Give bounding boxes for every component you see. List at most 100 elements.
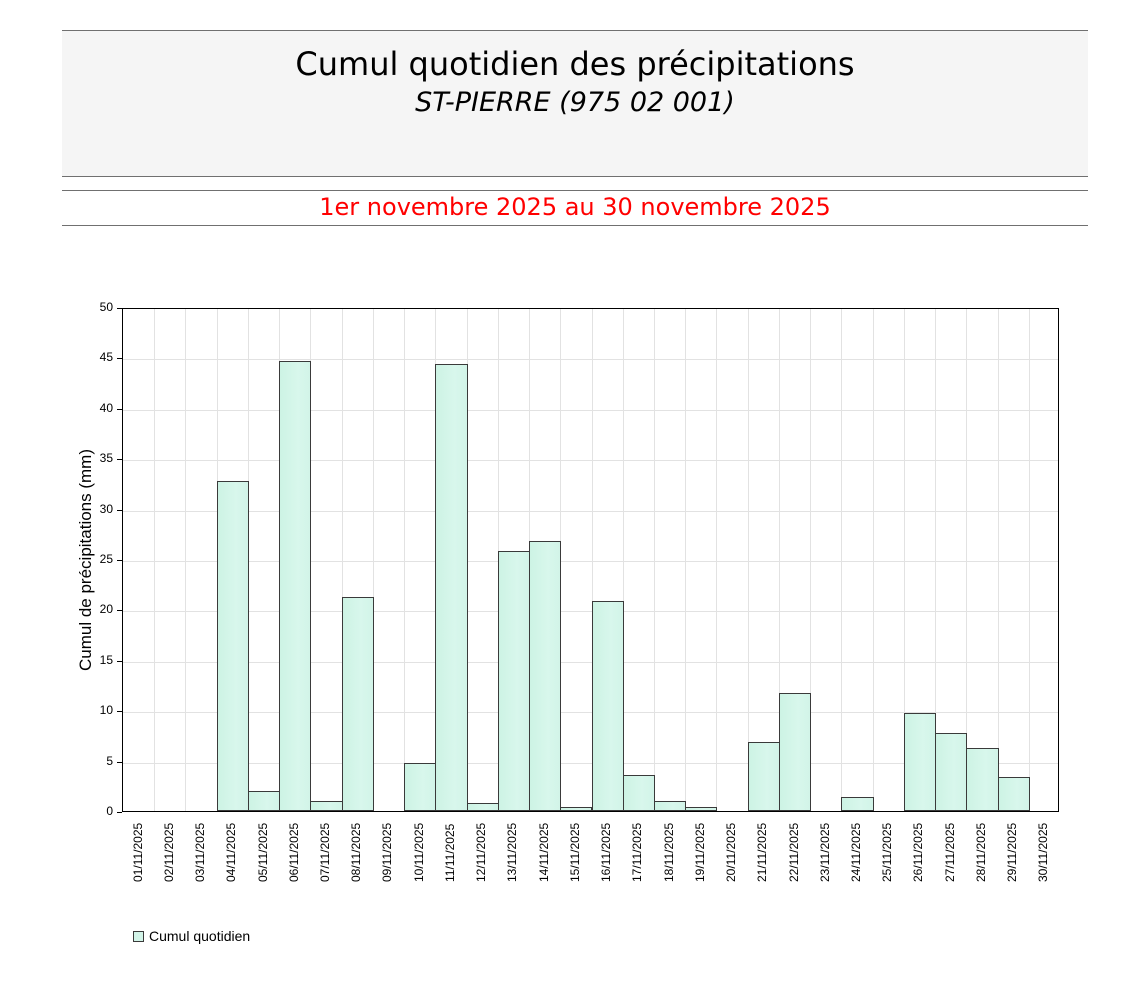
bar-12/11/2025 bbox=[466, 802, 499, 811]
y-tick-label: 50 bbox=[99, 300, 113, 314]
y-tick-label: 10 bbox=[99, 703, 113, 718]
bar-22/11/2025 bbox=[778, 693, 812, 811]
x-tick-label: 10/11/2025 bbox=[411, 822, 426, 882]
x-tick-label: 14/11/2025 bbox=[536, 822, 551, 882]
bar-14/11/2025 bbox=[529, 540, 562, 811]
legend-label: Cumul quotidien bbox=[149, 928, 251, 944]
grid-line bbox=[716, 309, 718, 811]
grid-line bbox=[372, 309, 374, 811]
x-tick-label: 27/11/2025 bbox=[942, 822, 957, 882]
grid-line bbox=[997, 309, 999, 811]
y-tick-label: 45 bbox=[99, 350, 113, 365]
grid-line bbox=[123, 762, 1058, 764]
grid-line bbox=[935, 309, 937, 811]
chart-title: Cumul quotidien des précipitations bbox=[295, 45, 855, 83]
y-tick-mark bbox=[117, 408, 122, 410]
x-tick-label: 18/11/2025 bbox=[661, 822, 676, 882]
bar-21/11/2025 bbox=[747, 742, 780, 811]
bar-24/11/2025 bbox=[841, 796, 874, 811]
y-tick-mark bbox=[117, 610, 122, 612]
grid-line bbox=[622, 309, 624, 811]
y-tick-label: 40 bbox=[99, 400, 113, 415]
y-tick-label: 0 bbox=[106, 804, 113, 818]
x-tick-label: 11/11/2025 bbox=[442, 823, 457, 882]
y-tick-mark bbox=[117, 812, 122, 813]
grid-line bbox=[123, 409, 1058, 411]
bar-08/11/2025 bbox=[341, 597, 374, 811]
bar-29/11/2025 bbox=[997, 776, 1030, 811]
grid-line bbox=[591, 309, 593, 811]
bar-15/11/2025 bbox=[560, 806, 593, 811]
x-tick-label: 23/11/2025 bbox=[817, 822, 832, 882]
grid-line bbox=[123, 510, 1058, 512]
bar-16/11/2025 bbox=[591, 601, 624, 811]
bar-10/11/2025 bbox=[404, 762, 437, 811]
x-tick-label: 26/11/2025 bbox=[911, 822, 926, 882]
y-tick-mark bbox=[117, 711, 122, 713]
x-tick-label: 29/11/2025 bbox=[1005, 822, 1020, 882]
x-tick-label: 22/11/2025 bbox=[786, 822, 801, 882]
y-tick-label: 20 bbox=[99, 602, 113, 617]
bar-07/11/2025 bbox=[310, 800, 343, 811]
grid-line bbox=[123, 561, 1058, 562]
y-tick-mark bbox=[117, 459, 122, 461]
x-tick-label: 02/11/2025 bbox=[161, 822, 176, 882]
x-tick-label: 13/11/2025 bbox=[505, 822, 520, 882]
grid-line bbox=[778, 309, 780, 811]
x-tick-label: 09/11/2025 bbox=[380, 822, 395, 882]
grid-line bbox=[903, 309, 905, 811]
y-tick-label: 35 bbox=[99, 451, 113, 466]
grid-line bbox=[185, 309, 187, 811]
station-name: ST-PIERRE (975 02 001) bbox=[415, 87, 735, 118]
x-tick-label: 15/11/2025 bbox=[567, 822, 582, 882]
bar-27/11/2025 bbox=[935, 733, 968, 811]
x-tick-label: 08/11/2025 bbox=[349, 822, 364, 882]
x-tick-label: 30/11/2025 bbox=[1036, 822, 1051, 882]
y-tick-mark bbox=[117, 509, 122, 511]
bar-28/11/2025 bbox=[966, 747, 999, 811]
period-label: 1er novembre 2025 au 30 novembre 2025 bbox=[62, 190, 1088, 226]
grid-line bbox=[747, 309, 749, 811]
x-tick-label: 12/11/2025 bbox=[474, 822, 489, 882]
y-tick-label: 25 bbox=[99, 552, 113, 566]
grid-line bbox=[123, 611, 1058, 613]
x-tick-label: 07/11/2025 bbox=[318, 822, 333, 882]
grid-line bbox=[123, 460, 1058, 462]
x-tick-label: 28/11/2025 bbox=[973, 822, 988, 882]
grid-line bbox=[872, 309, 874, 811]
x-tick-label: 19/11/2025 bbox=[692, 822, 707, 882]
grid-line bbox=[685, 309, 687, 811]
x-tick-label: 21/11/2025 bbox=[755, 822, 770, 882]
grid-line bbox=[154, 309, 156, 811]
x-tick-label: 20/11/2025 bbox=[724, 822, 739, 882]
bar-13/11/2025 bbox=[497, 550, 531, 811]
grid-line bbox=[966, 309, 968, 811]
grid-line bbox=[653, 309, 655, 811]
grid-line bbox=[341, 309, 343, 811]
y-tick-mark bbox=[117, 660, 122, 662]
grid-line bbox=[404, 309, 406, 811]
bar-19/11/2025 bbox=[685, 806, 718, 811]
y-tick-label: 5 bbox=[106, 753, 113, 768]
grid-line bbox=[123, 359, 1058, 361]
grid-line bbox=[810, 309, 812, 811]
legend-swatch-icon bbox=[133, 930, 144, 942]
grid-line bbox=[1028, 309, 1030, 811]
x-tick-label: 16/11/2025 bbox=[599, 822, 614, 882]
y-tick-mark bbox=[117, 358, 122, 360]
x-tick-label: 05/11/2025 bbox=[255, 822, 270, 882]
bar-06/11/2025 bbox=[279, 361, 312, 811]
y-tick-mark bbox=[117, 308, 122, 309]
x-tick-label: 06/11/2025 bbox=[286, 822, 301, 882]
y-tick-mark bbox=[117, 761, 122, 763]
x-tick-label: 25/11/2025 bbox=[880, 822, 895, 882]
x-tick-label: 01/11/2025 bbox=[130, 822, 145, 882]
chart-header: Cumul quotidien des précipitations ST-PI… bbox=[62, 30, 1088, 177]
bar-04/11/2025 bbox=[216, 481, 249, 811]
bar-05/11/2025 bbox=[247, 790, 281, 811]
bar-11/11/2025 bbox=[435, 364, 468, 811]
bar-18/11/2025 bbox=[653, 800, 687, 811]
y-tick-label: 30 bbox=[99, 501, 113, 516]
y-tick-label: 15 bbox=[99, 652, 113, 667]
plot-area bbox=[122, 308, 1059, 812]
